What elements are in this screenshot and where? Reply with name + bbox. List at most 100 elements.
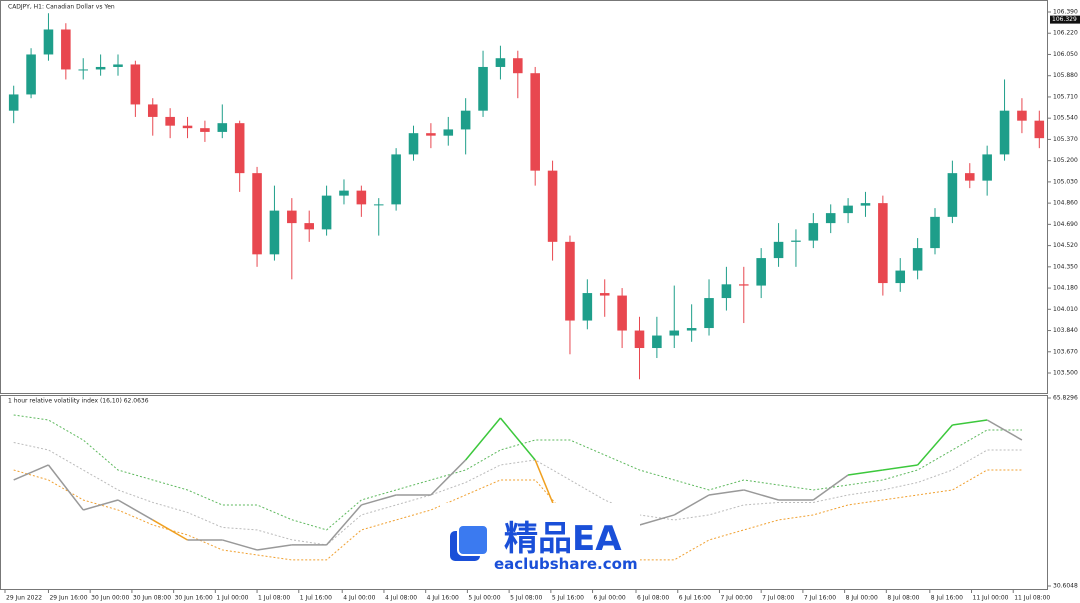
x-tick-label: 4 Jul 00:00: [343, 595, 375, 602]
candle-body: [739, 284, 749, 286]
candle-body: [912, 248, 923, 271]
candle-body: [200, 128, 210, 132]
watermark-title: 精品EA: [504, 519, 622, 559]
rvi-line: [222, 539, 258, 551]
x-tick-label: 1 Jul 08:00: [258, 595, 290, 602]
rvi-line: [499, 417, 536, 461]
candle-body: [321, 195, 332, 230]
rvi-line: [83, 499, 119, 511]
candle-body: [408, 133, 419, 155]
candle-body: [808, 223, 819, 241]
candle-body: [582, 293, 593, 321]
x-tick-label: 6 Jul 00:00: [594, 595, 626, 602]
candle-body: [617, 295, 627, 331]
main-frame: [0, 0, 1048, 394]
y-tick-label: 106.220: [1053, 30, 1078, 37]
rvi-line: [117, 499, 154, 521]
candle-body: [252, 173, 262, 255]
candle-body: [495, 58, 506, 67]
x-tick-label: 8 Jul 00:00: [846, 595, 878, 602]
candle-body: [182, 125, 193, 129]
rvi-line: [812, 474, 849, 501]
candle-body: [78, 69, 89, 71]
x-tick-label: 11 Jul 00:00: [973, 595, 1009, 602]
candle-body: [61, 29, 71, 70]
x-tick-label: 7 Jul 00:00: [720, 595, 752, 602]
y-tick-label: 106.390: [1053, 8, 1078, 15]
x-tick-label: 30 Jun 16:00: [175, 595, 213, 602]
candle-body: [356, 190, 367, 205]
x-tick-label: 7 Jul 08:00: [762, 595, 794, 602]
candle-body: [547, 170, 558, 242]
x-tick-label: 1 Jul 16:00: [300, 595, 332, 602]
candle-body: [234, 123, 245, 174]
candle-body: [460, 110, 471, 130]
rvi-line: [326, 504, 362, 546]
rvi-line: [952, 419, 988, 426]
x-tick-label: 6 Jul 08:00: [637, 595, 669, 602]
x-tick-label: 4 Jul 08:00: [385, 595, 417, 602]
candle-body: [530, 73, 540, 171]
y-tick-label: 105.370: [1053, 136, 1078, 143]
indicator-frame: [0, 395, 1048, 590]
price-label: 106.329: [1052, 16, 1077, 23]
rvi-line: [361, 494, 397, 506]
rvi-line: [256, 544, 292, 551]
y-tick-label: 104.010: [1053, 306, 1078, 313]
candle-body: [791, 240, 801, 242]
candle-body: [756, 258, 766, 286]
candle-body: [686, 328, 697, 331]
candle-body: [860, 203, 871, 206]
x-tick-label: 30 Jun 08:00: [133, 595, 171, 602]
x-tick-label: 29 Jun 16:00: [49, 595, 87, 602]
y-tick-label: 30.6048: [1053, 583, 1078, 590]
candle-body: [930, 216, 940, 249]
logo: [450, 524, 489, 561]
candle-body: [8, 94, 19, 111]
x-tick-label: 8 Jul 16:00: [931, 595, 963, 602]
x-tick-label: 6 Jul 16:00: [679, 595, 711, 602]
candle-body: [825, 213, 836, 224]
band-line: [13, 469, 1022, 561]
candle-body: [773, 241, 784, 259]
x-tick-label: 5 Jul 00:00: [468, 595, 500, 602]
x-tick-label: 29 Jun 2022: [6, 595, 42, 602]
x-tick-label: 7 Jul 16:00: [804, 595, 836, 602]
x-tick-label: 1 Jul 00:00: [216, 595, 248, 602]
rvi-line: [708, 489, 744, 496]
candle-body: [130, 64, 141, 105]
candle-body: [217, 123, 228, 132]
candle-body: [304, 223, 314, 230]
rvi-line: [639, 514, 675, 526]
y-tick-label: 103.500: [1053, 370, 1078, 377]
candle-body: [165, 116, 175, 126]
y-tick-label: 105.200: [1053, 157, 1078, 164]
candle-body: [113, 64, 123, 67]
x-tick-label: 5 Jul 08:00: [510, 595, 542, 602]
y-tick-label: 106.050: [1053, 51, 1078, 58]
candle-body: [339, 190, 349, 196]
candle-body: [391, 154, 401, 205]
candle-body: [843, 205, 853, 214]
candle-body: [669, 330, 680, 336]
candle-body: [895, 270, 906, 284]
rvi-line: [152, 519, 188, 541]
y-tick-label: 104.860: [1053, 200, 1078, 207]
candle-body: [999, 110, 1010, 155]
candle-body: [964, 173, 975, 181]
candle-body: [1017, 110, 1027, 121]
x-tick-label: 5 Jul 16:00: [552, 595, 584, 602]
candle-body: [43, 29, 54, 55]
rvi-line: [673, 494, 710, 516]
candle-body: [634, 330, 645, 349]
y-tick-label: 104.350: [1053, 263, 1078, 270]
rvi-line: [986, 419, 1023, 441]
candle-body: [878, 203, 888, 284]
y-tick-label: 105.880: [1053, 72, 1078, 79]
rvi-line: [47, 464, 84, 511]
candle-body: [373, 204, 384, 206]
chart-title: CADJPY, H1: Canadian Dollar vs Yen: [8, 4, 115, 11]
